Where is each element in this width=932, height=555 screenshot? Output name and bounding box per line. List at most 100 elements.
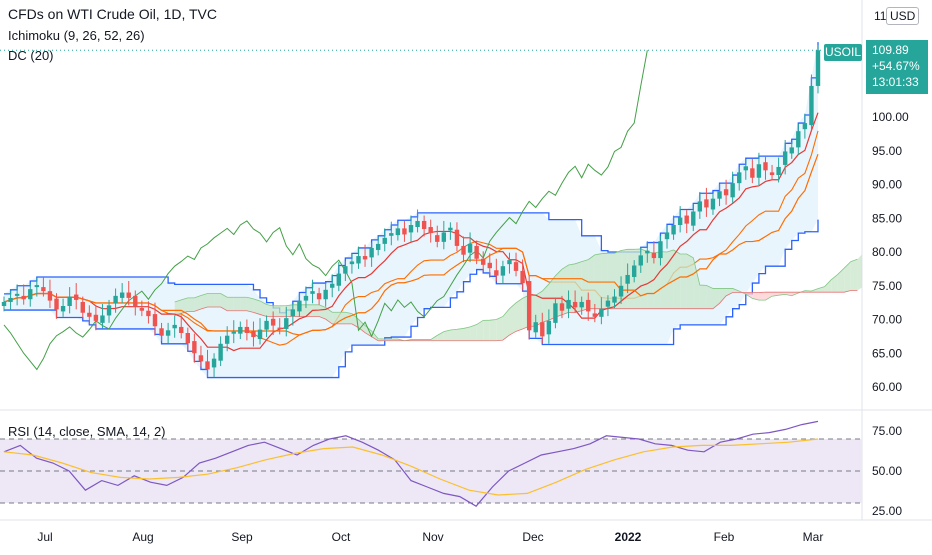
candle-body bbox=[375, 243, 381, 250]
kumo-segment bbox=[844, 261, 851, 293]
kumo-segment bbox=[273, 305, 280, 317]
kumo-segment bbox=[345, 312, 352, 324]
rsi-ma-line bbox=[3, 438, 819, 496]
time-axis-tick: 2022 bbox=[615, 530, 642, 544]
kumo-segment bbox=[332, 312, 339, 324]
donchian-legend[interactable]: DC (20) bbox=[8, 48, 54, 63]
candle-body bbox=[605, 300, 611, 307]
kumo-segment bbox=[818, 286, 825, 293]
candle-body bbox=[638, 255, 643, 266]
kumo-segment bbox=[660, 251, 668, 309]
candle-body bbox=[47, 291, 53, 301]
kumo-segment bbox=[699, 285, 707, 309]
kumo-segment bbox=[693, 257, 700, 309]
candle-body bbox=[540, 322, 545, 337]
time-axis-tick: Mar bbox=[803, 530, 824, 544]
kumo-segment bbox=[253, 298, 261, 315]
candle-body bbox=[8, 297, 13, 302]
candle-body bbox=[244, 326, 250, 333]
kumo-segment bbox=[391, 339, 398, 341]
candle-body bbox=[507, 260, 512, 265]
candle-body bbox=[41, 287, 46, 292]
candle-body bbox=[809, 85, 814, 126]
candle-body bbox=[28, 289, 33, 300]
candle-body bbox=[290, 309, 296, 317]
chart-title[interactable]: CFDs on WTI Crude Oil, 1D, TVC bbox=[8, 6, 218, 22]
time-axis-tick: Oct bbox=[332, 530, 351, 544]
bar-countdown: 13:01:33 bbox=[872, 75, 919, 89]
kumo-segment bbox=[765, 292, 773, 301]
kumo-segment bbox=[443, 329, 451, 341]
candle-body bbox=[717, 191, 722, 199]
donchian-upper bbox=[4, 42, 819, 314]
price-change: +54.67% bbox=[872, 59, 920, 73]
currency-selector[interactable]: USD bbox=[886, 7, 920, 25]
candle-body bbox=[428, 227, 433, 234]
kumo-segment bbox=[456, 328, 464, 341]
candle-body bbox=[408, 225, 414, 233]
candle-body bbox=[67, 296, 72, 306]
kumo-segment bbox=[594, 253, 602, 309]
kumo-segment bbox=[174, 299, 182, 316]
candle-body bbox=[566, 299, 571, 309]
kumo-segment bbox=[260, 300, 267, 317]
kumo-segment bbox=[233, 297, 241, 311]
ichimoku-legend[interactable]: Ichimoku (9, 26, 52, 26) bbox=[8, 28, 145, 43]
candle-body bbox=[126, 292, 131, 298]
candle-body bbox=[474, 245, 479, 259]
kumo-segment bbox=[325, 307, 333, 324]
candle-body bbox=[704, 199, 709, 208]
candle-body bbox=[362, 256, 368, 260]
kumo-segment bbox=[496, 316, 503, 341]
candle-body bbox=[113, 295, 118, 304]
candle-body bbox=[599, 308, 604, 317]
kumo-segment bbox=[266, 304, 274, 317]
last-price-tag: 109.89 +54.67% 13:01:33 bbox=[866, 40, 928, 94]
kumo-segment bbox=[319, 304, 326, 320]
candle-body bbox=[586, 299, 591, 312]
kumo-segment bbox=[535, 291, 543, 327]
senkou-span-a bbox=[174, 248, 858, 342]
candle-body bbox=[487, 262, 492, 269]
candle-body bbox=[21, 295, 26, 300]
candle-body bbox=[218, 343, 223, 361]
price-axis-tick: 95.00 bbox=[872, 144, 902, 158]
candle-body bbox=[723, 189, 729, 196]
candle-body bbox=[119, 292, 125, 298]
candle-body bbox=[481, 258, 486, 265]
kumo-segment bbox=[575, 261, 582, 313]
candle-body bbox=[382, 237, 387, 244]
candle-body bbox=[74, 294, 79, 300]
candle-body bbox=[297, 300, 302, 312]
candle-body bbox=[60, 306, 66, 312]
kumo-segment bbox=[542, 284, 549, 323]
time-axis-tick: Aug bbox=[132, 530, 153, 544]
candle-body bbox=[14, 293, 20, 296]
candle-body bbox=[369, 247, 374, 258]
candle-body bbox=[671, 225, 676, 235]
kumo-segment bbox=[483, 320, 490, 341]
candle-body bbox=[257, 329, 263, 340]
candle-body bbox=[802, 123, 808, 130]
candle-body bbox=[330, 283, 335, 288]
candle-body bbox=[769, 172, 775, 176]
candle-body bbox=[54, 298, 59, 310]
kumo-segment bbox=[653, 251, 661, 309]
kijun-line bbox=[3, 153, 819, 336]
price-axis-tick: 60.00 bbox=[872, 380, 902, 394]
kumo-segment bbox=[181, 297, 188, 314]
time-axis-tick: Jul bbox=[37, 530, 52, 544]
candle-body bbox=[310, 291, 315, 294]
kumo-segment bbox=[246, 297, 254, 313]
time-axis-tick: Dec bbox=[522, 530, 543, 544]
candle-body bbox=[664, 232, 670, 240]
kumo-segment bbox=[719, 288, 727, 304]
rsi-axis-tick: 50.00 bbox=[872, 464, 902, 478]
kumo-segment bbox=[305, 304, 313, 317]
rsi-band bbox=[0, 439, 862, 503]
candle-body bbox=[87, 312, 92, 317]
candle-body bbox=[185, 333, 191, 344]
rsi-legend[interactable]: RSI (14, close, SMA, 14, 2) bbox=[8, 424, 166, 439]
